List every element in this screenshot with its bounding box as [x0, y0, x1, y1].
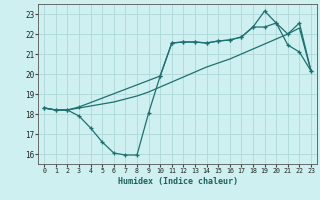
X-axis label: Humidex (Indice chaleur): Humidex (Indice chaleur) [118, 177, 238, 186]
